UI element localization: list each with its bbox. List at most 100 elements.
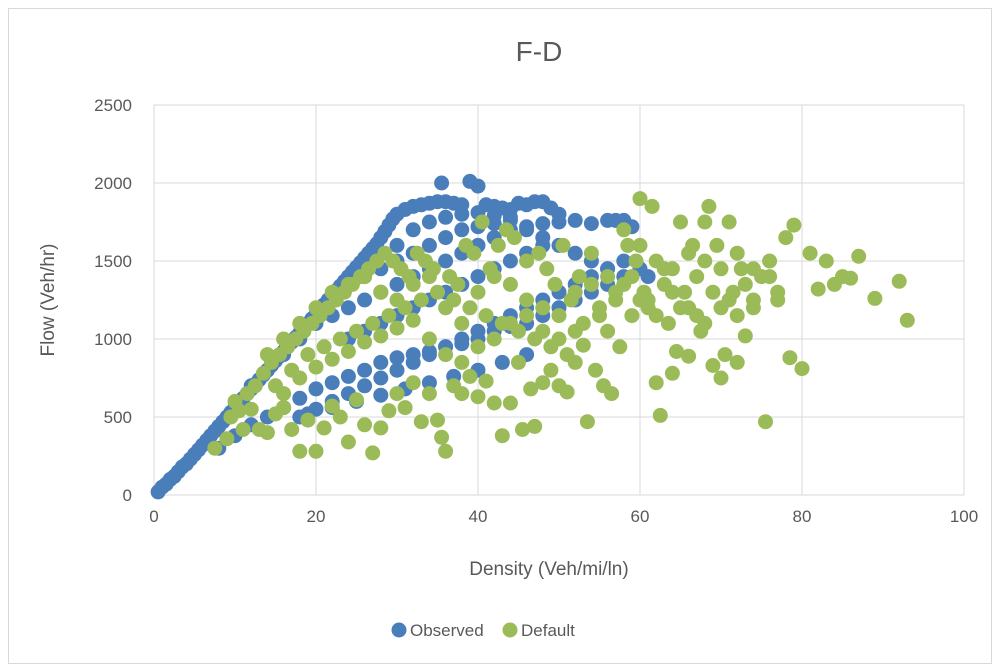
data-point-observed: [373, 354, 389, 370]
data-point-default: [486, 331, 502, 347]
data-point-default: [583, 276, 599, 292]
data-point-observed: [389, 276, 405, 292]
x-tick-label: 0: [149, 507, 158, 526]
data-point-observed: [421, 347, 437, 363]
data-point-default: [677, 284, 693, 300]
data-point-default: [567, 323, 583, 339]
data-point-default: [511, 354, 526, 370]
data-point-default: [462, 300, 478, 316]
data-point-default: [421, 269, 437, 285]
data-point-default: [600, 269, 616, 285]
y-tick-label: 1500: [94, 252, 132, 271]
data-point-default: [300, 412, 316, 428]
data-point-default: [721, 214, 737, 230]
data-point-observed: [389, 237, 405, 253]
data-point-observed: [340, 300, 356, 316]
data-point-observed: [438, 209, 454, 225]
data-point-observed: [389, 362, 405, 378]
data-point-default: [470, 284, 486, 300]
data-point-default: [559, 384, 575, 400]
data-point-default: [276, 386, 292, 402]
data-point-default: [620, 237, 636, 253]
data-point-default: [571, 269, 587, 285]
data-point-observed: [502, 209, 518, 225]
data-point-default: [308, 443, 324, 459]
data-point-default: [681, 348, 697, 364]
data-point-default: [737, 328, 753, 344]
data-point-default: [717, 347, 733, 363]
data-point-default: [502, 395, 518, 411]
data-point-default: [705, 358, 721, 373]
data-point-default: [555, 237, 571, 253]
data-point-default: [567, 284, 583, 300]
data-point-default: [300, 347, 316, 363]
x-axis-title: Density (Veh/mi/ln): [469, 559, 628, 580]
data-point-default: [535, 323, 551, 339]
data-point-default: [462, 368, 478, 384]
data-point-default: [745, 292, 761, 308]
data-point-default: [413, 292, 429, 308]
data-point-default: [413, 414, 429, 430]
x-tick-label: 20: [307, 507, 326, 526]
data-point-default: [689, 269, 705, 285]
data-point-default: [490, 237, 506, 253]
data-point-default: [843, 270, 859, 286]
data-point-default: [389, 386, 405, 402]
data-point-default: [705, 284, 721, 300]
data-point-observed: [438, 253, 454, 269]
data-point-observed: [373, 370, 389, 386]
data-point-default: [316, 420, 332, 436]
data-point-default: [527, 418, 543, 434]
data-point-observed: [421, 237, 437, 253]
data-point-default: [308, 359, 324, 375]
data-point-default: [502, 315, 518, 331]
data-point-default: [729, 245, 745, 261]
data-point-default: [405, 375, 421, 391]
data-point-default: [349, 323, 364, 339]
data-point-default: [340, 434, 356, 450]
data-point-default: [357, 334, 373, 350]
data-point-observed: [405, 354, 421, 370]
data-point-default: [247, 378, 263, 394]
data-point-observed: [567, 245, 583, 261]
data-point-default: [243, 401, 259, 417]
data-point-default: [802, 245, 818, 261]
data-point-default: [644, 198, 660, 214]
data-point-default: [697, 214, 713, 230]
data-point-default: [450, 276, 466, 292]
data-point-default: [632, 237, 648, 253]
data-point-default: [340, 344, 356, 359]
data-point-default: [648, 308, 664, 324]
data-point-observed: [405, 222, 421, 238]
data-point-default: [782, 350, 798, 366]
legend-label-observed: Observed: [410, 621, 484, 640]
y-tick-label: 500: [104, 408, 132, 427]
data-point-observed: [535, 216, 551, 232]
data-point-default: [519, 308, 535, 324]
chart-container: 0 20 40 60 80 100 0 500 1000 1500 2000 2500 F-D Densi…: [8, 8, 992, 664]
data-point-observed: [324, 375, 340, 391]
data-point-default: [632, 292, 648, 308]
data-point-default: [235, 422, 251, 437]
data-point-default: [349, 392, 364, 408]
data-point-default: [664, 261, 680, 277]
data-point-default: [713, 300, 729, 316]
data-point-default: [794, 361, 810, 377]
data-point-observed: [470, 178, 486, 194]
data-point-default: [332, 409, 348, 425]
data-point-default: [434, 429, 450, 445]
data-point-observed: [502, 253, 518, 269]
data-point-default: [535, 375, 551, 391]
data-point-observed: [357, 362, 373, 378]
data-point-default: [851, 248, 867, 264]
data-point-default: [373, 284, 389, 300]
data-point-default: [478, 373, 494, 389]
data-point-default: [648, 375, 664, 391]
legend-marker-observed: [391, 622, 407, 638]
y-axis-title: Flow (Veh/hr): [38, 244, 59, 357]
data-point-default: [709, 237, 725, 253]
data-point-default: [867, 290, 883, 306]
data-point-observed: [454, 222, 470, 238]
data-point-default: [381, 308, 397, 324]
data-point-default: [494, 428, 510, 444]
